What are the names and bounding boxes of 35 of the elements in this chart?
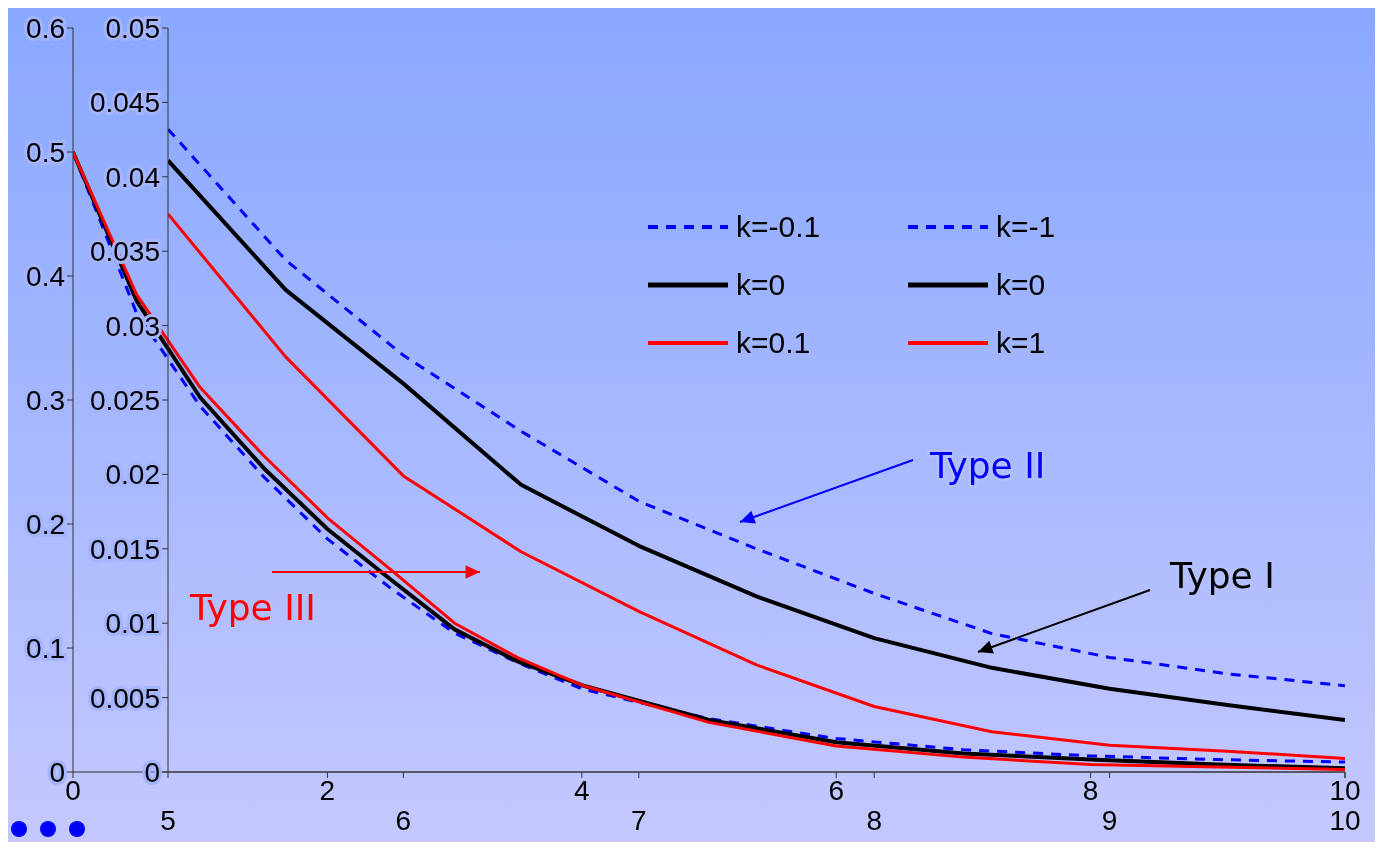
y-tick-label: 0.04 [105,161,160,193]
y-tick-label: 0.3 [26,384,65,416]
y-tick-label: 0.6 [26,12,65,44]
annotation: Type III [189,587,316,628]
annotation: Type II [929,445,1046,486]
x-tick-label: 9 [1101,804,1118,836]
x-tick-label: 10 [1329,804,1361,836]
annotation: Type I [1169,555,1275,596]
x-tick-label: 4 [574,774,590,806]
line-series [168,212,1345,761]
y-tick-label: 0.1 [26,632,65,664]
x-tick-label: 8 [1082,774,1099,806]
x-tick-label: 5 [160,804,176,836]
legend-label: k=0 [736,268,786,302]
x-tick-label: 10 [1329,774,1361,806]
y-tick-label: 0.5 [26,136,65,168]
legend-label: k=1 [996,326,1046,360]
legend-label: k=0.1 [736,326,811,360]
y-tick-label: 0.2 [26,508,65,540]
y-tick-label: 0.005 [89,682,160,714]
legend-label: k=0 [996,268,1046,302]
legend-label: k=-0.1 [736,210,821,244]
y-tick-label: 0.025 [89,384,160,416]
y-tick-label: 0.05 [105,12,160,44]
x-tick-label: 7 [631,804,647,836]
y-tick-label: 0.4 [26,260,65,292]
y-tick-label: 0.045 [89,87,160,119]
legend-label: k=-1 [996,210,1056,244]
x-tick-label: 6 [828,774,844,806]
y-tick-label: 0.02 [105,459,160,491]
x-tick-label: 8 [866,804,882,836]
y-tick-label: 0.01 [105,608,160,640]
x-tick-label: 2 [319,774,336,806]
x-tick-label: 6 [395,804,412,836]
y-tick-label: 0.015 [89,533,160,565]
